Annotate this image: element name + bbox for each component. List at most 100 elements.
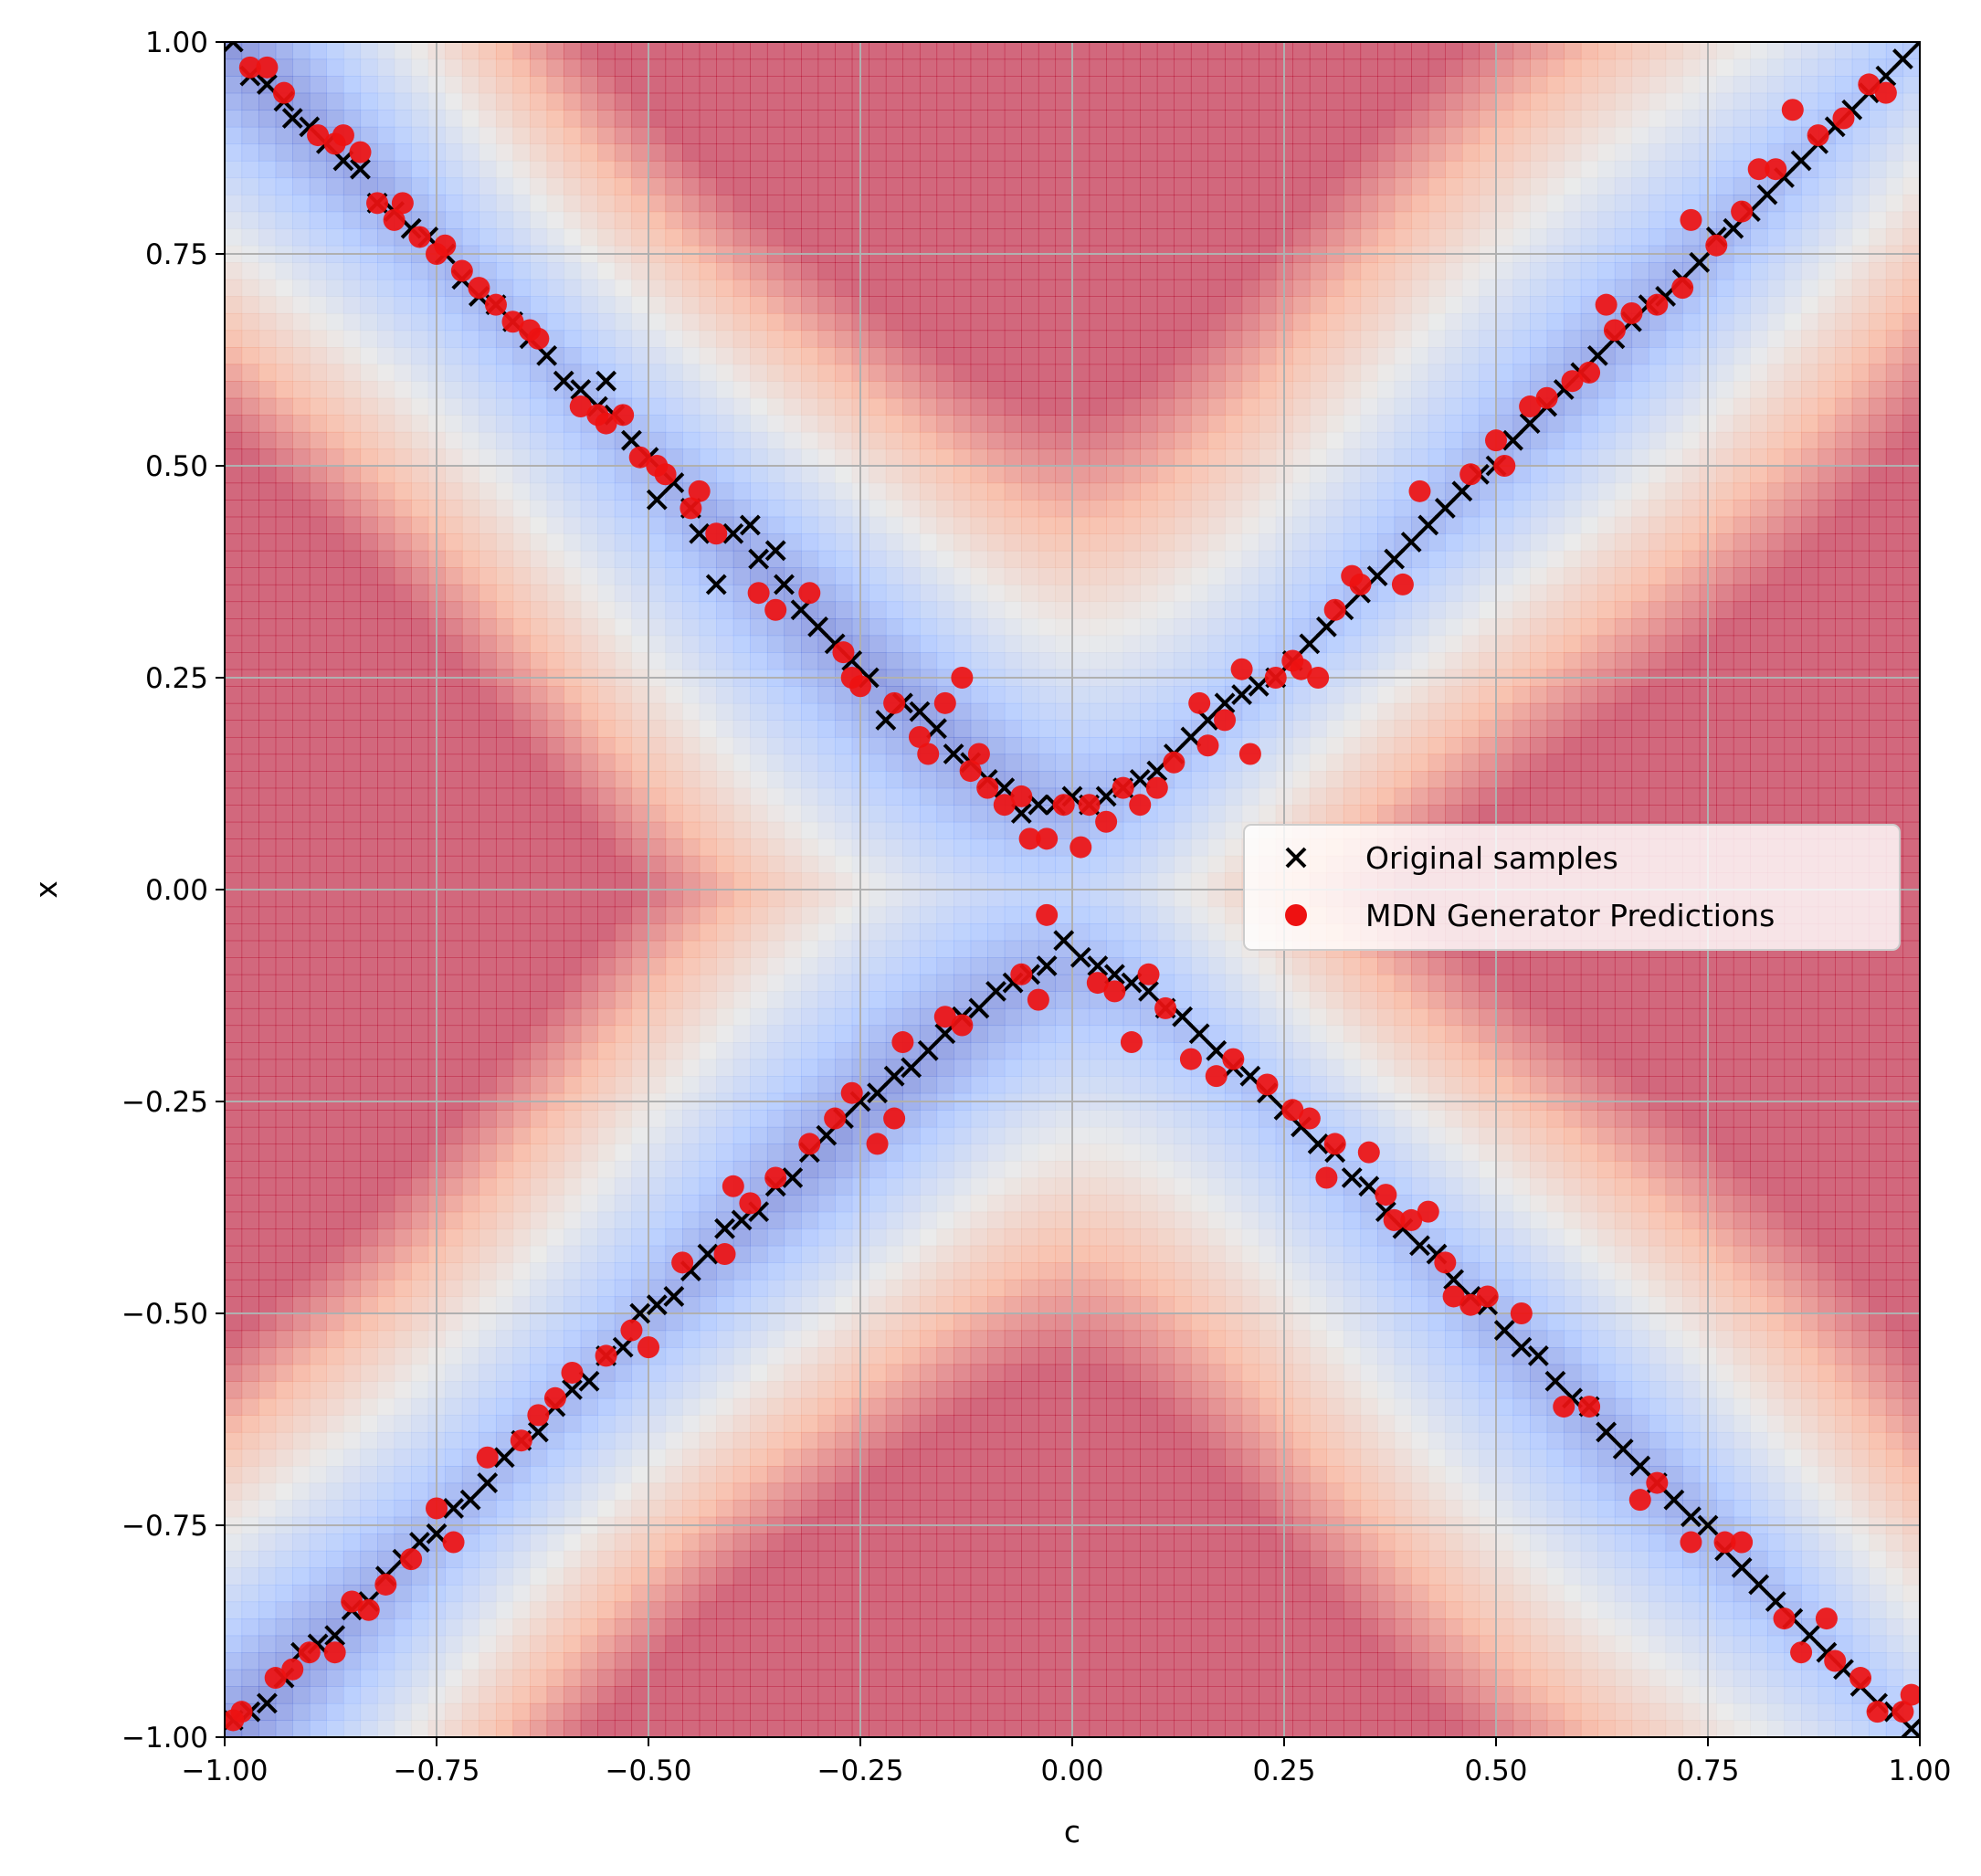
- mdn-prediction-point: [1205, 1065, 1228, 1088]
- original-sample-point: [621, 429, 642, 451]
- mdn-prediction-point: [468, 277, 490, 300]
- mdn-prediction-point: [951, 1014, 974, 1037]
- y-axis-label: x: [28, 880, 64, 899]
- original-sample-point: [1527, 1344, 1549, 1366]
- mdn-prediction-point: [1866, 1701, 1889, 1723]
- original-sample-point: [1629, 1455, 1651, 1477]
- original-sample-point: [867, 1082, 888, 1104]
- mdn-prediction-point: [1781, 99, 1804, 121]
- mdn-prediction-point: [1323, 1133, 1346, 1155]
- y-tick-label: 0.25: [145, 662, 208, 695]
- mdn-prediction-point: [1010, 785, 1033, 807]
- mdn-prediction-point: [1459, 463, 1482, 486]
- original-sample-point: [1544, 1370, 1566, 1392]
- original-sample-point: [1239, 1065, 1261, 1087]
- mdn-prediction-point: [561, 1361, 584, 1384]
- mdn-prediction-point: [722, 1175, 744, 1197]
- original-sample-point: [1689, 251, 1711, 273]
- original-sample-point: [722, 522, 744, 544]
- mdn-prediction-point: [1765, 158, 1787, 181]
- mdn-prediction-point: [908, 725, 931, 748]
- mdn-prediction-point: [408, 226, 431, 248]
- original-sample-point: [1443, 1269, 1465, 1291]
- original-sample-point: [1502, 429, 1523, 451]
- original-sample-point: [324, 1625, 346, 1647]
- mdn-prediction-point: [281, 1658, 304, 1681]
- mdn-prediction-point: [400, 1548, 423, 1571]
- mdn-prediction-point: [1086, 972, 1109, 995]
- original-sample-point: [1027, 794, 1049, 816]
- original-sample-point: [1596, 1421, 1617, 1443]
- original-sample-point: [459, 1489, 481, 1511]
- mdn-prediction-point: [307, 124, 330, 147]
- mdn-prediction-point: [1731, 1531, 1754, 1554]
- mdn-prediction-point: [883, 1107, 906, 1130]
- original-sample-point: [774, 574, 795, 595]
- mdn-prediction-point: [866, 1133, 889, 1155]
- mdn-prediction-point: [1264, 667, 1287, 689]
- original-sample-point: [350, 158, 371, 180]
- legend: Original samples MDN Generator Predictio…: [1243, 824, 1901, 951]
- original-sample-point: [1901, 1718, 1920, 1737]
- mdn-prediction-point: [1790, 1641, 1813, 1664]
- mdn-prediction-point: [1188, 691, 1211, 714]
- original-sample-point: [1129, 768, 1151, 790]
- original-sample-point: [1341, 1167, 1363, 1188]
- mdn-prediction-point: [543, 1386, 566, 1409]
- mdn-prediction-point: [739, 1192, 762, 1215]
- mdn-prediction-point: [1196, 734, 1219, 757]
- mdn-prediction-point: [1027, 988, 1049, 1011]
- original-sample-point: [1366, 565, 1388, 587]
- mdn-prediction-point: [840, 1081, 863, 1104]
- mdn-prediction-point: [1290, 658, 1312, 680]
- mdn-prediction-point: [1070, 836, 1092, 859]
- original-sample-point: [1663, 1489, 1685, 1511]
- original-sample-point: [807, 616, 829, 638]
- mdn-prediction-point: [357, 1598, 380, 1621]
- mdn-prediction-point: [832, 641, 855, 664]
- original-sample-point: [748, 548, 770, 570]
- mdn-prediction-point: [993, 794, 1016, 817]
- mdn-prediction-point: [1705, 234, 1728, 257]
- original-sample-point: [875, 709, 897, 731]
- mdn-prediction-point: [1163, 751, 1185, 774]
- mdn-prediction-point: [1078, 794, 1101, 817]
- original-sample-point: [1307, 1133, 1329, 1154]
- original-sample-point: [1681, 1506, 1702, 1528]
- original-sample-point: [1121, 972, 1143, 994]
- original-sample-point: [1765, 1591, 1786, 1612]
- mdn-prediction-point: [374, 1573, 397, 1596]
- mdn-prediction-point: [1307, 667, 1330, 689]
- mdn-prediction-point: [1214, 709, 1237, 732]
- mdn-prediction-point: [1120, 1031, 1143, 1054]
- original-sample-point: [1417, 514, 1439, 536]
- y-tick-label: 0.00: [145, 874, 208, 907]
- mdn-prediction-point: [1281, 1099, 1304, 1122]
- mdn-prediction-point: [849, 675, 871, 698]
- mdn-prediction-point: [1383, 1208, 1406, 1231]
- original-sample-point: [570, 379, 592, 400]
- original-sample-point: [1248, 675, 1270, 697]
- original-sample-point: [612, 1336, 634, 1358]
- mdn-prediction-point: [383, 208, 406, 231]
- mdn-prediction-point: [1357, 1141, 1380, 1164]
- mdn-prediction-point: [298, 1641, 321, 1664]
- original-sample-point: [663, 1286, 685, 1307]
- original-sample-point: [1493, 1320, 1515, 1341]
- x-tick-label: 1.00: [1888, 1755, 1951, 1787]
- original-sample-point: [409, 1532, 430, 1553]
- mdn-prediction-point: [967, 743, 990, 765]
- mdn-prediction-point: [1315, 1166, 1338, 1189]
- original-sample-point: [493, 1447, 515, 1469]
- mdn-prediction-point: [917, 743, 940, 765]
- mdn-prediction-point: [1891, 1701, 1914, 1723]
- original-sample-point: [883, 1065, 905, 1087]
- original-sample-point: [477, 1472, 499, 1494]
- original-sample-point: [739, 514, 761, 536]
- original-sample-point: [1586, 344, 1608, 366]
- mdn-prediction-point: [628, 446, 651, 469]
- mdn-prediction-point: [256, 56, 279, 79]
- original-sample-point: [1010, 803, 1032, 824]
- original-sample-point: [1036, 955, 1058, 976]
- mdn-prediction-point: [1747, 158, 1770, 181]
